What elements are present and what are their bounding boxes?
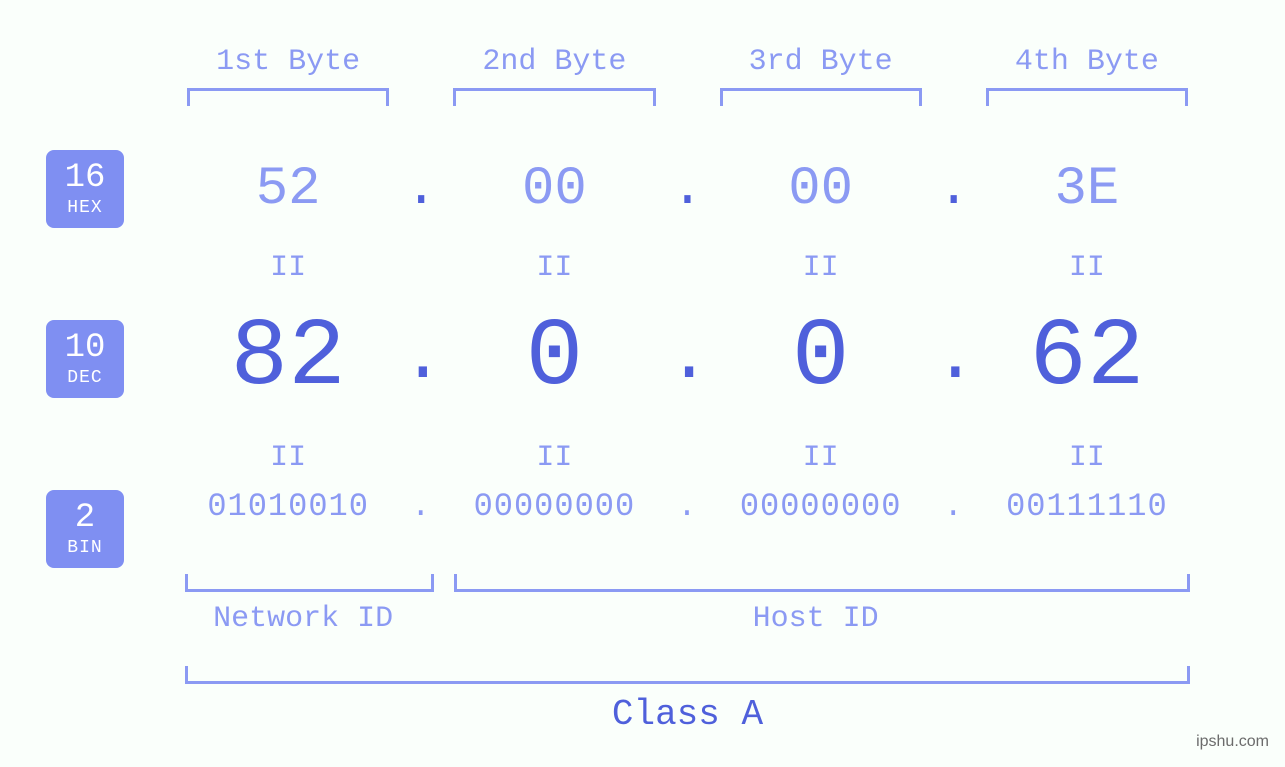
equals-symbol: II — [974, 441, 1200, 475]
hex-row: 52 . 00 . 00 . 3E — [175, 150, 1200, 228]
class-label: Class A — [175, 694, 1200, 735]
dot-separator: . — [934, 159, 974, 220]
dot-separator: . — [668, 159, 708, 220]
base-label-dec: DEC — [67, 369, 102, 387]
base-label-hex: HEX — [67, 199, 102, 217]
host-id-label: Host ID — [431, 602, 1200, 636]
base-number-hex: 16 — [65, 161, 106, 195]
bin-byte-3: 00000000 — [708, 488, 934, 525]
byte-header-4: 4th Byte — [974, 45, 1200, 79]
net-host-brackets — [175, 574, 1200, 592]
dec-byte-2: 0 — [441, 310, 667, 406]
dot-separator: . — [401, 488, 441, 525]
class-bracket-wrap — [175, 666, 1200, 684]
value-grid: 52 . 00 . 00 . 3E II II II II 82 . 0 . 0… — [175, 140, 1200, 525]
base-badge-dec: 10 DEC — [46, 320, 124, 398]
bracket-byte-2 — [453, 88, 655, 106]
bracket-byte-1 — [187, 88, 389, 106]
watermark: ipshu.com — [1196, 733, 1269, 751]
bin-row: 01010010 . 00000000 . 00000000 . 0011111… — [175, 488, 1200, 525]
byte-header-2: 2nd Byte — [441, 45, 667, 79]
network-id-label: Network ID — [175, 602, 431, 636]
net-host-labels: Network ID Host ID — [175, 602, 1200, 636]
base-badge-hex: 16 HEX — [46, 150, 124, 228]
hex-byte-2: 00 — [441, 159, 667, 220]
byte-headers: 1st Byte . 2nd Byte . 3rd Byte . 4th Byt… — [175, 45, 1200, 79]
bin-byte-1: 01010010 — [175, 488, 401, 525]
dot-separator: . — [668, 322, 708, 394]
hex-byte-4: 3E — [974, 159, 1200, 220]
equals-symbol: II — [708, 251, 934, 285]
dot-separator: . — [934, 322, 974, 394]
base-number-dec: 10 — [65, 331, 106, 365]
equals-symbol: II — [441, 251, 667, 285]
dot-separator: . — [401, 159, 441, 220]
base-number-bin: 2 — [75, 501, 95, 535]
byte-brackets — [175, 88, 1200, 106]
bin-byte-2: 00000000 — [441, 488, 667, 525]
byte-header-3: 3rd Byte — [708, 45, 934, 79]
class-bracket — [185, 666, 1190, 684]
network-class-section: Network ID Host ID Class A — [175, 574, 1200, 735]
base-badge-bin: 2 BIN — [46, 490, 124, 568]
hex-byte-3: 00 — [708, 159, 934, 220]
equals-row-top: II II II II — [175, 238, 1200, 298]
equals-symbol: II — [441, 441, 667, 475]
equals-row-bottom: II II II II — [175, 428, 1200, 488]
equals-symbol: II — [175, 441, 401, 475]
dec-byte-1: 82 — [175, 310, 401, 406]
dot-separator: . — [668, 488, 708, 525]
equals-symbol: II — [708, 441, 934, 475]
equals-symbol: II — [175, 251, 401, 285]
dec-byte-4: 62 — [974, 310, 1200, 406]
dec-row: 82 . 0 . 0 . 62 — [175, 308, 1200, 408]
equals-symbol: II — [974, 251, 1200, 285]
hex-byte-1: 52 — [175, 159, 401, 220]
network-id-bracket — [185, 574, 434, 592]
dot-separator: . — [401, 322, 441, 394]
bracket-byte-4 — [986, 88, 1188, 106]
dec-byte-3: 0 — [708, 310, 934, 406]
host-id-bracket — [454, 574, 1190, 592]
byte-header-1: 1st Byte — [175, 45, 401, 79]
bracket-byte-3 — [720, 88, 922, 106]
bin-byte-4: 00111110 — [974, 488, 1200, 525]
dot-separator: . — [934, 488, 974, 525]
base-label-bin: BIN — [67, 539, 102, 557]
